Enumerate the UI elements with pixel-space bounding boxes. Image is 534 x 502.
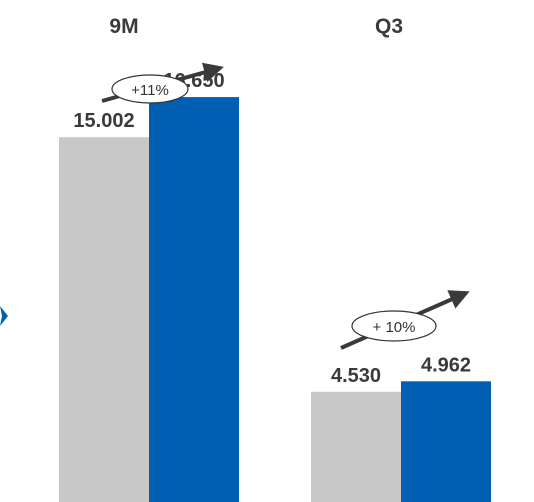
growth-label-q3: + 10%	[373, 319, 416, 336]
growth-annotation-9m: +11%	[101, 62, 224, 104]
bar-q3-previous	[311, 391, 401, 502]
chevron-right-icon	[0, 306, 8, 326]
growth-ellipse-9m	[111, 74, 189, 104]
bar-9m-previous	[59, 137, 149, 502]
group-title-9m: 9M	[109, 15, 138, 38]
bar-q3-current	[401, 381, 491, 502]
growth-annotation-q3: + 10%	[340, 290, 470, 350]
growth-label-9m: +11%	[131, 82, 169, 99]
growth-ellipse-q3	[351, 310, 437, 342]
value-label-9m-previous: 15.002	[73, 110, 134, 132]
group-title-q3: Q3	[375, 15, 403, 38]
value-label-q3-previous: 4.530	[331, 365, 381, 387]
bar-9m-current	[149, 97, 239, 502]
value-label-q3-current: 4.962	[421, 354, 471, 376]
